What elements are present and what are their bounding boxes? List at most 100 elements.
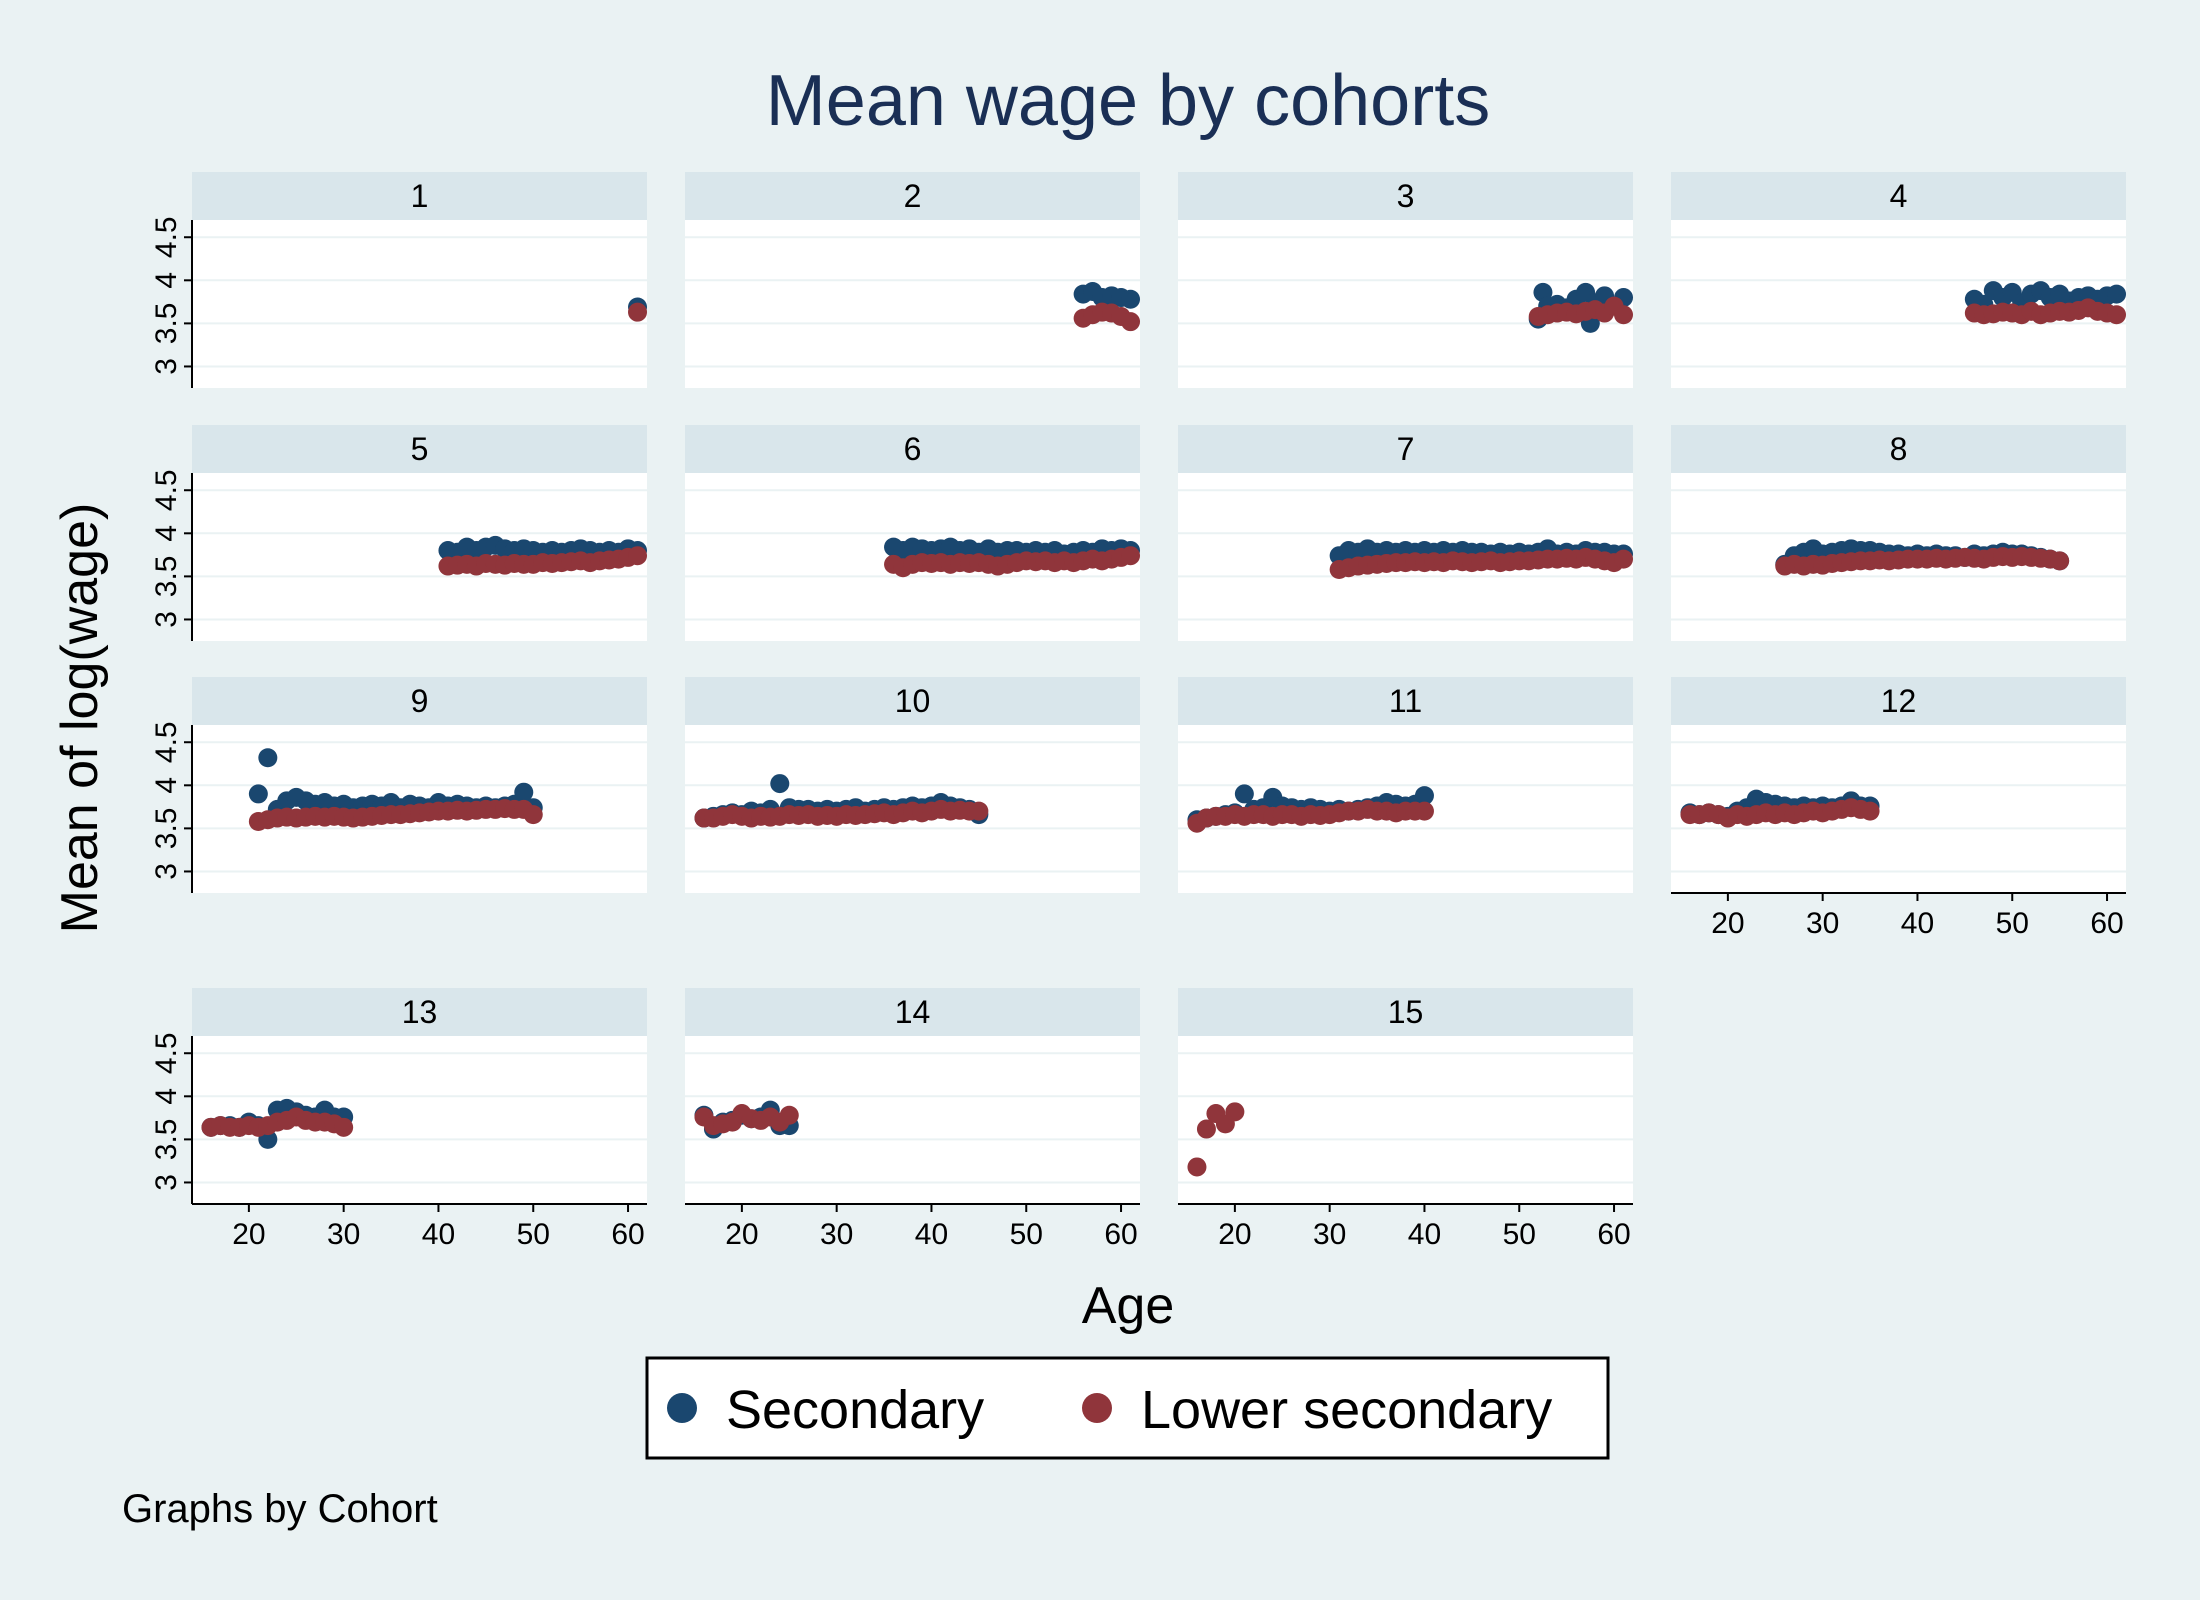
x-tick-label: 40 [422, 1218, 455, 1251]
panel-strip [1178, 425, 1633, 473]
y-tick-label: 3 [150, 1174, 183, 1191]
panel-13: 13 3 3.5 4 4.5 20 30 40 50 60 [150, 988, 647, 1251]
panel-plot-region [192, 220, 647, 388]
x-tick-label: 40 [915, 1218, 948, 1251]
x-tick-label: 50 [1996, 907, 2029, 940]
panel-15: 15 20 30 40 50 60 [1178, 988, 1633, 1251]
x-tick-label: 40 [1901, 907, 1934, 940]
x-tick-label: 20 [725, 1218, 758, 1251]
panel-strip-label: 6 [904, 431, 922, 467]
x-tick-label: 60 [2090, 907, 2123, 940]
x-tick-label: 60 [1597, 1218, 1630, 1251]
y-tick-label: 3.5 [150, 1119, 183, 1161]
panel-strip [1671, 172, 2126, 220]
y-tick-label: 4.5 [150, 469, 183, 511]
panel-strip-label: 2 [904, 178, 922, 214]
panel-6: 6 [685, 425, 1141, 641]
x-tick-label: 30 [1806, 907, 1839, 940]
panel-strip-label: 1 [411, 178, 429, 214]
x-tick-label: 40 [1408, 1218, 1441, 1251]
panel-plot-region [1178, 1036, 1633, 1204]
panel-strip-label: 3 [1397, 178, 1415, 214]
y-tick-label: 3.5 [150, 303, 183, 345]
point-lower-secondary [1614, 549, 1634, 569]
x-tick-label: 50 [1503, 1218, 1536, 1251]
point-secondary [2107, 284, 2127, 304]
panel-strip [1671, 677, 2126, 725]
panel-strip [685, 988, 1140, 1036]
y-tick-label: 3 [150, 358, 183, 375]
panel-14: 14 20 30 40 50 60 [685, 988, 1140, 1251]
panel-10: 10 [685, 677, 1140, 893]
panel-9: 9 3 3.5 4 4.5 [150, 677, 647, 893]
point-lower-secondary [779, 1105, 799, 1125]
point-secondary [1121, 289, 1141, 309]
point-lower-secondary [1196, 1119, 1216, 1139]
panel-strip [685, 425, 1140, 473]
point-lower-secondary [2107, 305, 2127, 325]
point-lower-secondary [1187, 1157, 1207, 1177]
y-tick-label: 4.5 [150, 216, 183, 258]
point-secondary [514, 782, 534, 802]
point-lower-secondary [523, 805, 543, 825]
panel-3: 3 [1178, 172, 1634, 388]
legend-marker-lower-secondary [1082, 1393, 1112, 1423]
y-tick-label: 4 [150, 1088, 183, 1105]
panel-plot-region [685, 220, 1140, 388]
point-lower-secondary [1414, 801, 1434, 821]
panel-strip [685, 172, 1140, 220]
y-tick-label: 3.5 [150, 808, 183, 850]
legend-box [645, 1356, 1610, 1460]
panel-2: 2 [685, 172, 1141, 388]
panel-strip [1671, 425, 2126, 473]
panel-8: 8 [1671, 425, 2126, 641]
point-secondary [770, 774, 790, 794]
panel-strip-label: 4 [1890, 178, 1908, 214]
point-lower-secondary [1614, 305, 1634, 325]
panel-strip-label: 9 [411, 683, 429, 719]
y-tick-label: 4.5 [150, 721, 183, 763]
legend-marker-secondary [667, 1393, 697, 1423]
panel-11: 11 [1178, 677, 1633, 893]
panel-12: 12 20 30 40 50 60 [1671, 677, 2126, 940]
x-tick-label: 20 [1711, 907, 1744, 940]
panel-strip [1178, 172, 1633, 220]
x-tick-label: 60 [1104, 1218, 1137, 1251]
panel-strip-label: 5 [411, 431, 429, 467]
x-tick-label: 50 [517, 1218, 550, 1251]
panel-strip [192, 172, 647, 220]
chart-title: Mean wage by cohorts [766, 61, 1490, 141]
y-tick-label: 4.5 [150, 1032, 183, 1074]
legend-label-secondary: Secondary [726, 1380, 984, 1440]
point-secondary [1234, 784, 1254, 804]
x-tick-label: 20 [232, 1218, 265, 1251]
panel-strip-label: 13 [402, 994, 438, 1030]
panel-strip [192, 677, 647, 725]
y-tick-label: 4 [150, 525, 183, 542]
y-tick-label: 4 [150, 777, 183, 794]
point-lower-secondary [1121, 312, 1141, 332]
y-axis-title: Mean of log(wage) [51, 503, 109, 934]
point-secondary [258, 748, 278, 768]
point-lower-secondary [1225, 1102, 1245, 1122]
x-tick-label: 30 [820, 1218, 853, 1251]
legend: Secondary Lower secondary [645, 1356, 1610, 1460]
point-secondary [248, 784, 268, 804]
point-lower-secondary [2050, 551, 2070, 571]
panel-strip-label: 15 [1388, 994, 1424, 1030]
x-tick-label: 50 [1010, 1218, 1043, 1251]
y-tick-label: 3 [150, 611, 183, 628]
panel-strip [1178, 988, 1633, 1036]
panel-strip [1178, 677, 1633, 725]
point-lower-secondary [1121, 546, 1141, 566]
y-tick-label: 3 [150, 863, 183, 880]
point-lower-secondary [1860, 801, 1880, 821]
point-lower-secondary [334, 1117, 354, 1137]
panel-strip-label: 8 [1890, 431, 1908, 467]
panel-strip-label: 7 [1397, 431, 1415, 467]
y-tick-label: 3.5 [150, 556, 183, 598]
point-lower-secondary [628, 302, 648, 322]
panel-4: 4 [1671, 172, 2127, 388]
panel-strip [192, 988, 647, 1036]
